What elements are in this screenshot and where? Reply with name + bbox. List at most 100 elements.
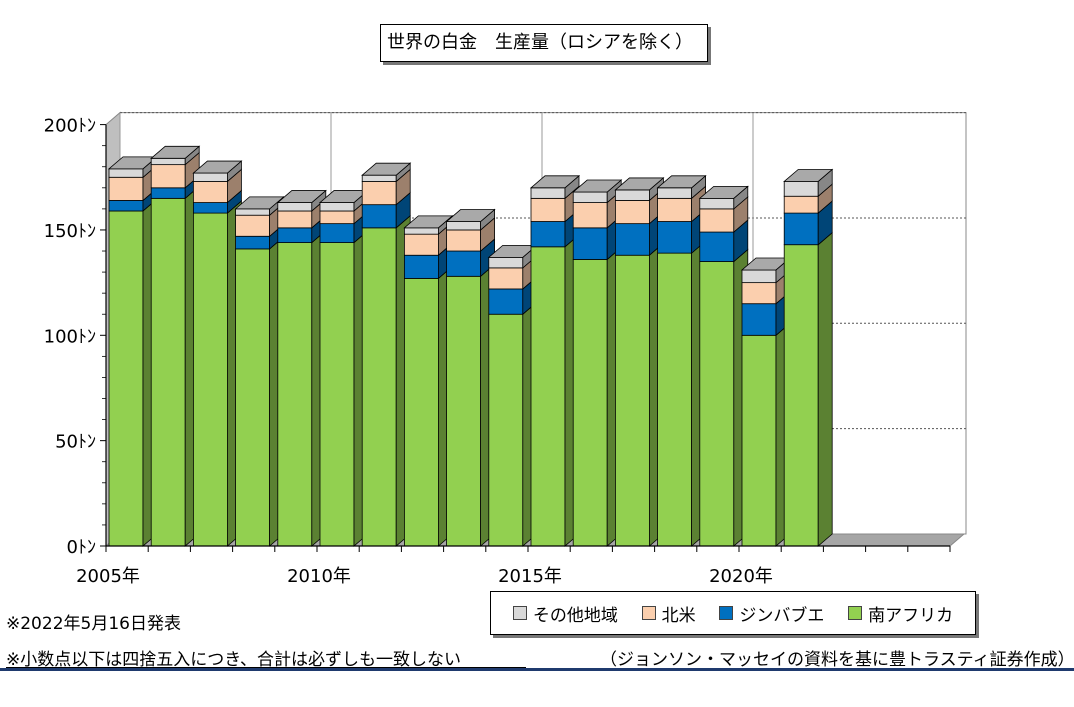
bar-top-2012	[403, 215, 454, 229]
x-tick-label-2015: 2015年	[498, 566, 562, 587]
bar-2010	[318, 189, 370, 547]
bar-segment-2017-2	[615, 200, 650, 225]
legend-swatch-north-america	[641, 606, 656, 620]
bar-segment-2009-0	[277, 242, 313, 547]
bar-segment-2016-3	[572, 191, 608, 203]
bar-segment-2011-2	[361, 181, 397, 206]
bar-segment-2008-2	[235, 214, 271, 237]
bar-top-2009	[276, 190, 327, 203]
bar-segment-2015-2	[530, 197, 566, 222]
x-tick-label-2020: 2020年	[709, 566, 773, 587]
bar-segment-2007-3	[192, 172, 228, 182]
y-tick-label-50: 50ﾄﾝ	[55, 432, 96, 453]
bar-segment-2006-0	[150, 197, 186, 547]
bar-segment-2017-1	[615, 223, 650, 256]
bar-segment-2010-0	[319, 242, 355, 547]
legend-swatch-other	[512, 606, 527, 620]
bar-segment-2021-1	[783, 212, 819, 246]
bar-segment-2012-0	[403, 278, 439, 547]
legend: その他地域 北米 ジンバブエ 南アフリカ	[490, 591, 976, 635]
bar-2015	[529, 174, 581, 547]
bar-segment-2013-1	[446, 250, 482, 277]
bar-segment-2008-3	[235, 208, 271, 216]
bar-segment-2019-1	[699, 231, 735, 262]
bar-segment-2006-2	[150, 164, 186, 189]
bar-2020	[740, 257, 792, 547]
y-tick-label-200: 200ﾄﾝ	[44, 116, 96, 137]
release-date-note: ※2022年5月16日発表	[6, 614, 181, 634]
bar-segment-2009-3	[277, 202, 313, 212]
bar-segment-2015-0	[530, 246, 566, 547]
bar-2013	[445, 208, 496, 547]
bar-top-2017	[614, 177, 665, 191]
bar-segment-2014-2	[488, 267, 524, 290]
bar-top-2019	[698, 185, 749, 199]
bar-segment-2013-3	[446, 221, 482, 231]
bar-segment-2007-0	[192, 212, 228, 547]
bar-segment-2008-1	[235, 235, 271, 250]
legend-label-zimbabwe: ジンバブエ	[739, 605, 825, 626]
bar-segment-2005-3	[108, 168, 144, 178]
bar-segment-2018-2	[657, 197, 692, 222]
bar-segment-2014-3	[488, 256, 524, 269]
bar-top-2018	[656, 175, 707, 189]
bar-segment-2021-0	[783, 244, 819, 547]
bar-segment-2006-3	[150, 157, 186, 166]
bar-segment-2021-2	[783, 195, 819, 214]
bar-segment-2012-1	[403, 254, 439, 279]
bar-2011	[361, 162, 412, 547]
bar-segment-2013-0	[446, 275, 482, 547]
bar-2005	[107, 155, 159, 547]
bar-2016	[572, 179, 623, 547]
bar-segment-2020-3	[741, 269, 777, 284]
bar-2014	[487, 244, 538, 547]
bar-segment-2020-0	[741, 334, 777, 547]
bar-segment-2019-3	[699, 197, 735, 210]
legend-label-north-america: 北米	[661, 605, 696, 626]
bar-side-2021-0	[817, 231, 833, 547]
source-note: （ジョンソン・マッセイの資料を基に豊トラスティ証券作成）	[600, 650, 1074, 670]
bar-segment-2015-3	[530, 187, 566, 199]
rounding-note: ※小数点以下は四捨五入につき、合計は必ずしも一致しない	[6, 650, 462, 670]
bar-2019	[698, 185, 749, 547]
bar-segment-2012-2	[403, 233, 439, 256]
bar-segment-2017-3	[615, 189, 650, 201]
legend-item-north-america: 北米	[641, 601, 696, 626]
bar-segment-2018-1	[657, 221, 692, 254]
x-tick-label-2010: 2010年	[287, 566, 351, 587]
bar-segment-2010-2	[319, 210, 355, 225]
bar-segment-2019-2	[699, 208, 735, 233]
legend-swatch-south-africa	[848, 606, 863, 620]
bar-top-2013	[445, 209, 496, 222]
note-underline	[6, 667, 526, 668]
bar-2012	[403, 214, 454, 547]
bar-segment-2020-1	[741, 303, 777, 336]
bar-segment-2018-3	[657, 187, 692, 199]
bar-2006	[150, 145, 201, 547]
x-tick-label-2005: 2005年	[76, 566, 140, 587]
axes: 0ﾄﾝ 50ﾄﾝ 100ﾄﾝ 150ﾄﾝ 200ﾄﾝ 2005年 2010年 2015年 202…	[44, 116, 951, 587]
bar-top-2006	[150, 145, 201, 159]
bar-segment-2011-0	[361, 227, 397, 547]
bar-segment-2010-3	[319, 202, 355, 212]
bar-2009	[276, 189, 327, 547]
legend-swatch-zimbabwe	[719, 606, 734, 620]
bar-segment-2005-2	[108, 176, 144, 201]
bar-top-2021	[783, 169, 834, 182]
legend-item-other: その他地域	[512, 601, 618, 626]
bar-segment-2021-3	[783, 181, 819, 197]
bar-segment-2014-1	[488, 288, 524, 315]
bar-segment-2009-2	[277, 210, 313, 229]
bar-top-2016	[572, 179, 623, 193]
legend-item-zimbabwe: ジンバブエ	[719, 601, 824, 626]
bottom-divider	[0, 668, 1074, 671]
bar-segment-2020-2	[741, 282, 777, 305]
bar-top-2008	[234, 196, 285, 210]
bar-2021	[783, 168, 834, 547]
bar-segment-2016-2	[572, 202, 608, 229]
bar-segment-2018-0	[657, 252, 692, 547]
bar-segment-2008-0	[235, 248, 271, 547]
bar-group	[107, 145, 834, 547]
legend-label-south-africa: 南アフリカ	[868, 605, 954, 626]
